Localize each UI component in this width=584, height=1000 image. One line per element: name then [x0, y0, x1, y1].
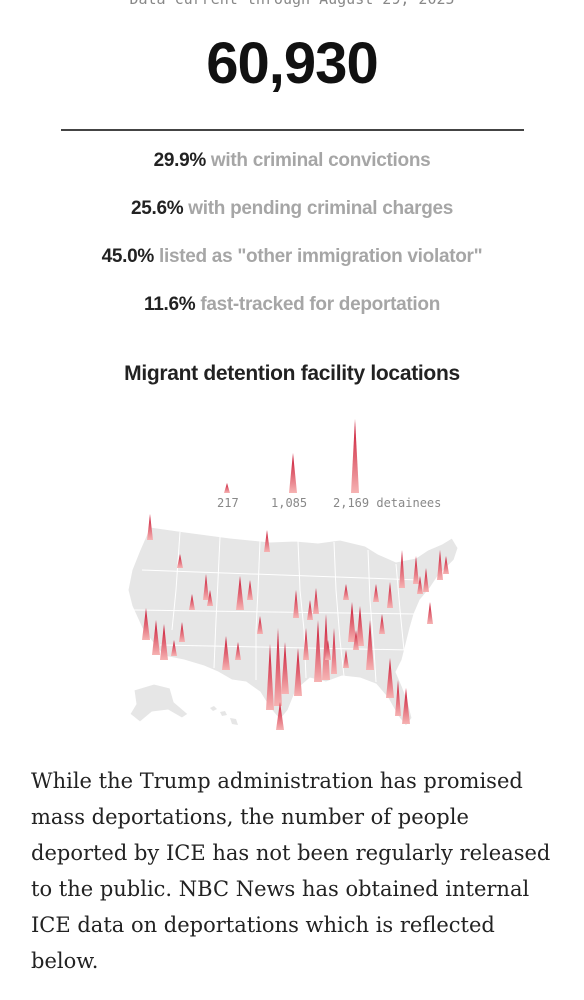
us-detention-map	[127, 514, 459, 730]
facility-spike	[236, 576, 244, 610]
stat-desc: fast-tracked for deportation	[200, 294, 440, 315]
legend-spike-large	[351, 419, 359, 493]
facility-spike	[274, 628, 282, 706]
facility-spike	[402, 688, 410, 724]
stat-convictions: 29.9% with criminal convictions	[0, 150, 584, 198]
facility-spike	[314, 620, 322, 682]
stat-pct: 29.9%	[153, 150, 207, 171]
data-current-note: Data current through August 29, 2025	[0, 0, 584, 8]
facility-spike	[247, 580, 253, 600]
stat-pending-charges: 25.6% with pending criminal charges	[0, 198, 584, 246]
facility-spike	[152, 620, 160, 655]
total-detainees: 60,930	[206, 31, 378, 96]
facility-spike	[437, 550, 443, 580]
facility-spike	[276, 702, 284, 730]
facility-spike	[348, 602, 356, 642]
facility-spike	[417, 576, 423, 594]
stats-list: 29.9% with criminal convictions 25.6% wi…	[0, 150, 584, 342]
land-shapes	[127, 526, 459, 727]
legend-spikes	[224, 419, 359, 493]
facility-spike	[373, 584, 379, 602]
facility-spike	[387, 582, 393, 608]
facility-spike	[257, 616, 263, 634]
legend-label-large: 2,169 detainees	[333, 496, 442, 510]
facility-spike	[266, 644, 274, 710]
map-legend: 217 1,085 2,169 detainees	[205, 415, 485, 515]
stat-pct: 25.6%	[130, 198, 184, 219]
facility-spike	[313, 588, 319, 614]
facility-spike	[171, 640, 177, 656]
legend-label-medium: 1,085	[271, 496, 308, 510]
stat-fast-tracked: 11.6% fast-tracked for deportation	[0, 294, 584, 342]
facility-spikes	[142, 514, 449, 730]
stat-pct: 11.6%	[144, 294, 196, 315]
facility-spike	[147, 514, 153, 540]
facility-spike	[281, 642, 289, 694]
facility-spike	[399, 550, 405, 588]
facility-spike	[379, 614, 385, 634]
facility-spike	[443, 556, 449, 574]
facility-spike	[325, 640, 331, 660]
legend-label-small: 217	[217, 496, 239, 510]
hawaii-shape	[210, 706, 238, 725]
facility-spike	[189, 594, 195, 610]
facility-spike	[423, 568, 429, 592]
facility-spike	[177, 554, 183, 568]
facility-spike	[142, 608, 150, 640]
facility-spike	[179, 622, 185, 642]
facility-spike	[322, 614, 330, 680]
contiguous-us-shape	[127, 526, 459, 727]
facility-spike	[353, 630, 359, 650]
facility-spike	[356, 606, 364, 646]
facility-spike	[207, 590, 213, 606]
facility-spike	[222, 636, 230, 670]
facility-spike	[331, 628, 337, 674]
facility-spike	[343, 584, 349, 600]
facility-spike	[235, 642, 241, 660]
facility-spike	[413, 556, 419, 584]
alaska-shape	[129, 683, 189, 723]
legend-spike-small	[224, 483, 230, 493]
facility-spike	[307, 600, 313, 620]
facility-spike	[395, 680, 401, 716]
article-paragraph: While the Trump administration has promi…	[31, 769, 551, 973]
divider	[61, 129, 524, 131]
facility-spike	[366, 620, 374, 670]
facility-spike	[386, 658, 394, 698]
facility-spike	[264, 530, 270, 552]
stat-desc: with criminal convictions	[210, 150, 431, 171]
stat-desc: with pending criminal charges	[188, 198, 454, 219]
facility-spike	[294, 648, 302, 696]
map-title: Migrant detention facility locations	[124, 362, 460, 385]
legend-spike-medium	[289, 453, 297, 493]
facility-spike	[160, 624, 168, 660]
stat-desc: listed as "other immigration violator"	[159, 246, 483, 267]
facility-spike	[343, 650, 349, 668]
facility-spike	[303, 628, 309, 660]
facility-spike	[203, 574, 209, 600]
facility-spike	[427, 602, 433, 624]
stat-other-violator: 45.0% listed as "other immigration viola…	[0, 246, 584, 294]
stat-pct: 45.0%	[101, 246, 155, 267]
facility-spike	[293, 590, 299, 618]
